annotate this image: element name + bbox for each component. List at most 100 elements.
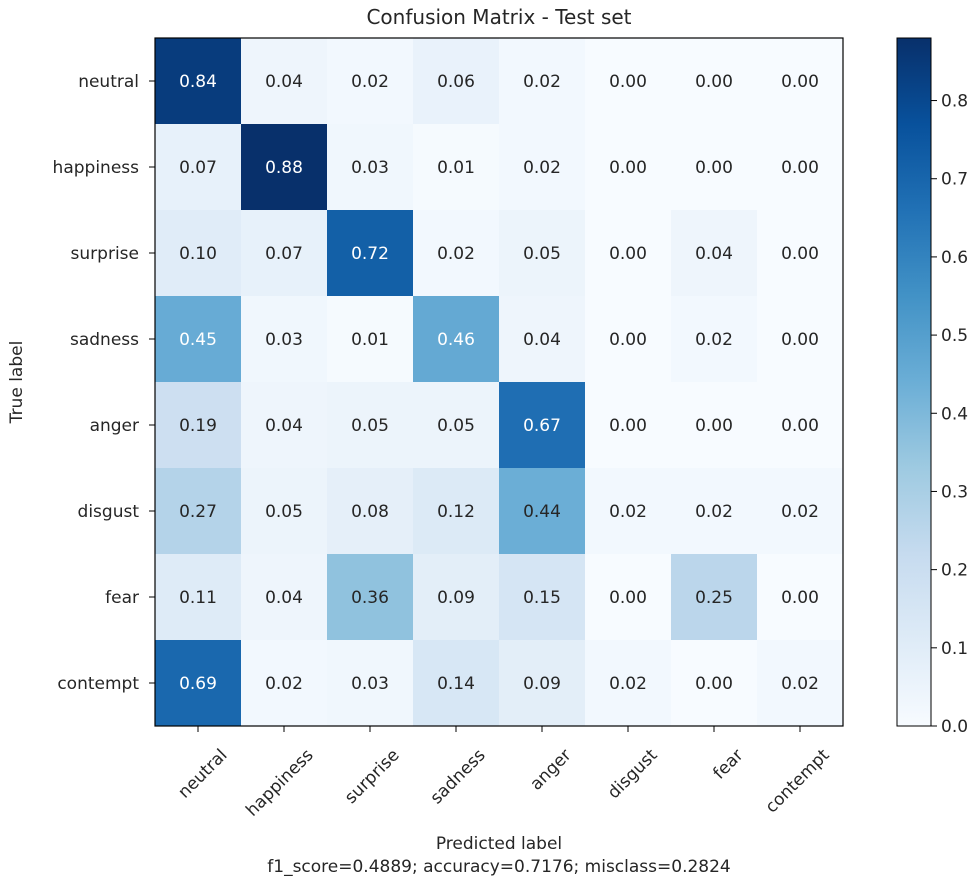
heatmap-cell — [757, 640, 844, 727]
cell-value-label: 0.02 — [781, 674, 819, 694]
cell-value-label: 0.03 — [351, 674, 389, 694]
heatmap-cell — [155, 124, 242, 211]
y-tick-label: neutral — [78, 72, 139, 92]
cell-value-label: 0.44 — [523, 502, 561, 522]
colorbar-tick-label: 0.4 — [941, 404, 968, 424]
heatmap-cell — [413, 38, 500, 125]
cell-value-label: 0.69 — [179, 674, 217, 694]
heatmap-cell — [155, 296, 242, 383]
cell-value-label: 0.88 — [265, 158, 303, 178]
heatmap-cell — [241, 468, 328, 555]
heatmap-cell — [413, 124, 500, 211]
heatmap-cell — [241, 382, 328, 469]
cell-value-label: 0.02 — [695, 502, 733, 522]
cell-value-label: 0.10 — [179, 244, 217, 264]
cell-value-label: 0.36 — [351, 588, 389, 608]
heatmap-cell — [413, 468, 500, 555]
cell-value-label: 0.04 — [265, 72, 303, 92]
cell-value-label: 0.04 — [695, 244, 733, 264]
cell-value-label: 0.07 — [265, 244, 303, 264]
heatmap-cell — [155, 382, 242, 469]
cell-value-label: 0.00 — [609, 588, 647, 608]
cell-value-label: 0.27 — [179, 502, 217, 522]
cell-value-label: 0.07 — [179, 158, 217, 178]
cell-value-label: 0.19 — [179, 416, 217, 436]
heatmap-cell — [671, 640, 758, 727]
colorbar — [896, 37, 932, 727]
y-tick-label: contempt — [57, 674, 139, 694]
x-tick-label: disgust — [604, 745, 662, 803]
heatmap-cell — [327, 554, 414, 641]
heatmap-cell — [585, 38, 672, 125]
heatmap-cell — [585, 296, 672, 383]
cell-value-label: 0.00 — [609, 330, 647, 350]
cell-value-label: 0.02 — [695, 330, 733, 350]
heatmap-cell — [757, 38, 844, 125]
cell-value-label: 0.04 — [265, 416, 303, 436]
cell-value-label: 0.11 — [179, 588, 217, 608]
cell-value-label: 0.67 — [523, 416, 561, 436]
metrics-footer: f1_score=0.4889; accuracy=0.7176; miscla… — [267, 857, 730, 877]
cell-value-label: 0.00 — [609, 158, 647, 178]
heatmap-cell — [499, 468, 586, 555]
colorbar-ticks: 0.0 0.1 0.2 0.3 0.4 0.5 0.6 0.7 0.8 — [931, 92, 968, 737]
cell-value-label: 0.02 — [523, 72, 561, 92]
x-axis-label: Predicted label — [436, 834, 562, 854]
cell-value-label: 0.04 — [265, 588, 303, 608]
x-tick-label: contempt — [762, 745, 834, 817]
cell-value-label: 0.12 — [437, 502, 475, 522]
colorbar-tick-label: 0.2 — [941, 561, 968, 581]
cell-value-label: 0.00 — [609, 416, 647, 436]
x-tick-label: anger — [526, 745, 575, 794]
heatmap-cell — [327, 382, 414, 469]
heatmap-cell — [327, 468, 414, 555]
x-tick-label: sadness — [427, 745, 490, 808]
x-axis-ticks: neutral happiness surprise sadness anger disg… — [174, 726, 834, 821]
cell-value-label: 0.01 — [351, 330, 389, 350]
cell-value-label: 0.02 — [437, 244, 475, 264]
heatmap-cell — [241, 296, 328, 383]
cell-value-label: 0.09 — [437, 588, 475, 608]
colorbar-tick-label: 0.8 — [941, 92, 968, 112]
heatmap-cells — [155, 38, 844, 727]
heatmap-cell — [241, 554, 328, 641]
cell-value-label: 0.02 — [523, 158, 561, 178]
heatmap-cell — [155, 468, 242, 555]
cell-value-label: 0.00 — [695, 158, 733, 178]
heatmap-cell — [671, 124, 758, 211]
cell-value-label: 0.14 — [437, 674, 475, 694]
x-tick-label: surprise — [341, 745, 404, 808]
heatmap-cell — [499, 38, 586, 125]
heatmap-cell — [585, 210, 672, 297]
cell-value-label: 0.00 — [781, 158, 819, 178]
cell-value-label: 0.02 — [609, 674, 647, 694]
heatmap-cell — [671, 296, 758, 383]
heatmap-cell — [155, 640, 242, 727]
heatmap-cell — [155, 210, 242, 297]
cell-value-label: 0.00 — [781, 588, 819, 608]
heatmap-cell — [327, 210, 414, 297]
heatmap-cell — [757, 296, 844, 383]
plot-frame — [154, 37, 844, 727]
heatmap-cell — [327, 38, 414, 125]
cell-value-label: 0.00 — [695, 72, 733, 92]
cell-value-label: 0.00 — [695, 674, 733, 694]
chart-title: Confusion Matrix - Test set — [366, 5, 631, 29]
heatmap-cell — [155, 38, 242, 125]
heatmap-cell — [499, 210, 586, 297]
y-tick-label: happiness — [53, 158, 140, 178]
heatmap-cell — [241, 210, 328, 297]
cell-value-label: 0.08 — [351, 502, 389, 522]
cell-value-label: 0.00 — [781, 416, 819, 436]
heatmap-cell — [327, 124, 414, 211]
heatmap-cell — [671, 38, 758, 125]
colorbar-tick-label: 0.1 — [941, 639, 968, 659]
heatmap-cell — [585, 468, 672, 555]
colorbar-tick-label: 0.6 — [941, 248, 968, 268]
heatmap-cell — [413, 210, 500, 297]
colorbar-tick-label: 0.3 — [941, 482, 968, 502]
cell-value-label: 0.84 — [179, 72, 217, 92]
cell-value-label: 0.02 — [265, 674, 303, 694]
